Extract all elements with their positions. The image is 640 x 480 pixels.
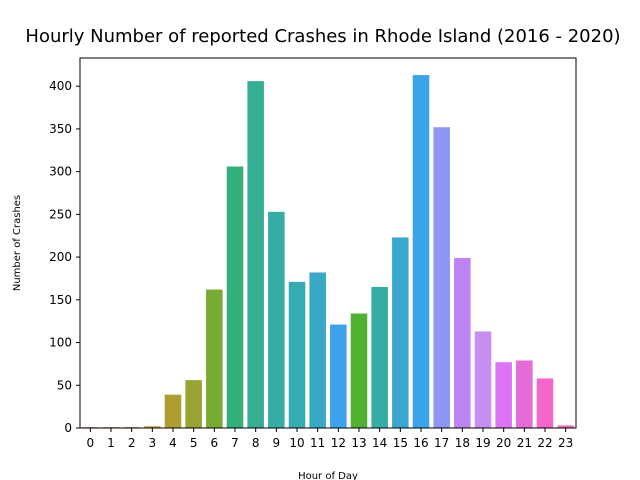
bar-hour-6 bbox=[206, 289, 223, 428]
y-tick-label: 50 bbox=[57, 378, 72, 392]
x-tick-label: 18 bbox=[455, 436, 470, 450]
bar-hour-11 bbox=[309, 272, 326, 428]
bar-hour-14 bbox=[371, 287, 388, 428]
y-axis-label: Number of Crashes bbox=[12, 195, 23, 291]
x-tick-label: 10 bbox=[289, 436, 304, 450]
x-tick-label: 12 bbox=[331, 436, 346, 450]
y-tick-label: 400 bbox=[49, 79, 72, 93]
bar-hour-23 bbox=[557, 425, 574, 428]
x-tick-label: 23 bbox=[558, 436, 573, 450]
x-tick-label: 5 bbox=[190, 436, 198, 450]
bar-hour-8 bbox=[247, 81, 264, 428]
bar-hour-4 bbox=[164, 394, 182, 428]
bar-hour-22 bbox=[536, 378, 554, 428]
bar-hour-5 bbox=[185, 380, 202, 428]
x-tick-label: 19 bbox=[475, 436, 490, 450]
chart-title: Hourly Number of reported Crashes in Rho… bbox=[25, 26, 620, 47]
x-tick-label: 11 bbox=[310, 436, 325, 450]
bar-hour-12 bbox=[330, 324, 347, 428]
bar-hour-21 bbox=[516, 360, 533, 428]
bar-hour-18 bbox=[454, 257, 471, 428]
bar-hour-7 bbox=[226, 166, 244, 428]
bar-hour-10 bbox=[288, 281, 306, 428]
bar-hour-9 bbox=[268, 211, 285, 428]
x-tick-label: 7 bbox=[231, 436, 239, 450]
x-axis-label: Hour of Day bbox=[298, 471, 358, 480]
x-tick-label: 15 bbox=[393, 436, 408, 450]
bar-hour-17 bbox=[433, 127, 450, 429]
x-tick-label: 21 bbox=[517, 436, 532, 450]
y-tick-label: 300 bbox=[49, 165, 72, 179]
x-ticks-layer: 0 1 2 3 4 5 6 7 8 9 10 11 12 13 14 15 16 17 18 19 20 21 22 23 bbox=[87, 428, 573, 450]
y-tick-label: 200 bbox=[49, 250, 72, 264]
bar-hour-15 bbox=[392, 237, 409, 428]
bars-layer bbox=[82, 75, 574, 429]
x-tick-label: 9 bbox=[273, 436, 281, 450]
y-tick-label: 100 bbox=[49, 336, 72, 350]
bar-hour-19 bbox=[474, 331, 492, 428]
bar-hour-3 bbox=[144, 426, 161, 428]
y-tick-label: 350 bbox=[49, 122, 72, 136]
y-tick-label: 0 bbox=[64, 421, 72, 435]
x-tick-label: 20 bbox=[496, 436, 511, 450]
bar-hour-16 bbox=[412, 75, 430, 428]
x-tick-label: 6 bbox=[211, 436, 219, 450]
x-tick-label: 13 bbox=[351, 436, 366, 450]
y-tick-label: 250 bbox=[49, 207, 72, 221]
x-tick-label: 16 bbox=[413, 436, 428, 450]
y-ticks-layer: 0 50 100 150 200 250 300 350 400 bbox=[49, 79, 80, 435]
x-tick-label: 22 bbox=[537, 436, 552, 450]
y-tick-label: 150 bbox=[49, 293, 72, 307]
x-tick-label: 0 bbox=[87, 436, 95, 450]
bar-hour-13 bbox=[350, 313, 368, 428]
x-tick-label: 1 bbox=[107, 436, 115, 450]
x-tick-label: 8 bbox=[252, 436, 260, 450]
x-tick-label: 17 bbox=[434, 436, 449, 450]
x-tick-label: 4 bbox=[169, 436, 177, 450]
x-tick-label: 2 bbox=[128, 436, 136, 450]
x-tick-label: 14 bbox=[372, 436, 387, 450]
plot-frame bbox=[79, 57, 577, 429]
bar-hour-20 bbox=[495, 362, 512, 428]
x-tick-label: 3 bbox=[149, 436, 157, 450]
